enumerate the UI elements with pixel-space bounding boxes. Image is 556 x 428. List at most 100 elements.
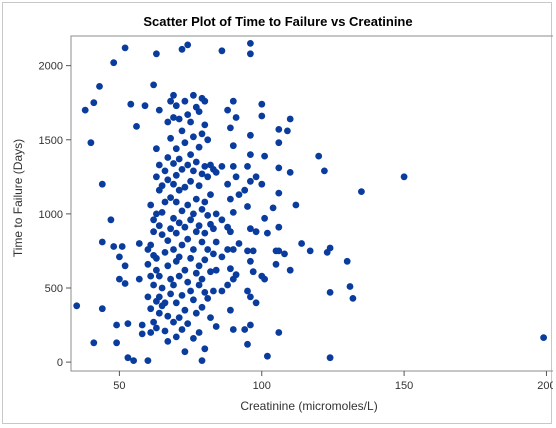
data-point bbox=[198, 206, 206, 213]
data-point bbox=[275, 139, 283, 147]
data-point bbox=[204, 136, 212, 144]
data-point bbox=[175, 219, 183, 227]
x-axis-ticks: 50 100 150 200 bbox=[113, 371, 553, 392]
data-point bbox=[178, 292, 186, 299]
data-point bbox=[184, 201, 192, 209]
data-point bbox=[161, 198, 169, 206]
data-point bbox=[172, 333, 180, 341]
data-point bbox=[195, 262, 203, 270]
data-point bbox=[190, 133, 197, 141]
data-point bbox=[201, 256, 209, 264]
data-point bbox=[229, 246, 237, 253]
data-point bbox=[170, 114, 177, 121]
data-point bbox=[315, 152, 323, 160]
data-point bbox=[207, 191, 214, 199]
data-point bbox=[261, 275, 268, 283]
data-point bbox=[155, 106, 163, 114]
data-point bbox=[135, 240, 143, 247]
y-tick-label: 500 bbox=[45, 283, 63, 295]
data-point bbox=[235, 191, 243, 199]
data-point bbox=[167, 134, 175, 142]
data-point bbox=[147, 329, 155, 336]
data-point bbox=[150, 281, 158, 289]
data-point bbox=[181, 223, 189, 231]
data-point bbox=[201, 163, 209, 170]
data-point bbox=[175, 253, 183, 261]
data-point bbox=[153, 210, 160, 218]
data-point bbox=[247, 293, 254, 301]
data-point bbox=[118, 243, 126, 250]
data-point bbox=[192, 269, 200, 277]
y-tick-label: 1500 bbox=[39, 135, 63, 147]
data-point bbox=[175, 155, 183, 163]
data-point bbox=[90, 99, 98, 107]
data-point bbox=[133, 123, 140, 130]
data-point bbox=[247, 40, 254, 47]
data-point bbox=[204, 246, 212, 253]
data-point bbox=[247, 151, 254, 159]
data-point bbox=[241, 186, 249, 194]
data-point bbox=[244, 203, 251, 210]
data-point bbox=[164, 237, 172, 245]
data-point bbox=[135, 275, 143, 283]
data-point bbox=[153, 266, 160, 274]
data-point bbox=[127, 100, 135, 108]
data-point bbox=[153, 173, 160, 181]
data-point bbox=[153, 254, 160, 262]
x-tick-label: 50 bbox=[113, 380, 125, 392]
data-point bbox=[130, 357, 137, 364]
data-point bbox=[141, 102, 149, 110]
data-point bbox=[298, 240, 305, 247]
data-point bbox=[247, 257, 254, 265]
data-point bbox=[124, 320, 132, 327]
data-point bbox=[192, 158, 200, 166]
data-point bbox=[164, 312, 172, 320]
data-point bbox=[167, 290, 175, 298]
data-point bbox=[258, 100, 266, 108]
data-point bbox=[150, 228, 158, 236]
data-point bbox=[178, 207, 186, 215]
data-point bbox=[244, 247, 251, 255]
data-point bbox=[201, 97, 209, 105]
data-point bbox=[540, 334, 547, 341]
data-point bbox=[90, 339, 98, 347]
data-point bbox=[164, 338, 172, 345]
data-point bbox=[155, 309, 163, 317]
data-point bbox=[204, 173, 212, 181]
data-point bbox=[147, 272, 155, 280]
data-point bbox=[227, 265, 234, 273]
data-point bbox=[252, 228, 260, 236]
data-point bbox=[195, 329, 203, 336]
data-point bbox=[164, 262, 172, 270]
data-point bbox=[158, 209, 166, 216]
data-point bbox=[172, 102, 180, 110]
data-point bbox=[158, 284, 166, 292]
data-point bbox=[224, 106, 232, 114]
data-point bbox=[195, 222, 203, 230]
data-point bbox=[272, 260, 280, 268]
data-point bbox=[349, 295, 357, 302]
data-point bbox=[184, 161, 192, 169]
data-point bbox=[275, 189, 283, 197]
data-point bbox=[192, 309, 200, 317]
data-point bbox=[161, 167, 169, 175]
data-point bbox=[218, 163, 226, 170]
data-point bbox=[190, 167, 197, 175]
data-point bbox=[73, 302, 81, 310]
data-point bbox=[98, 305, 106, 313]
data-point bbox=[153, 324, 160, 332]
data-point bbox=[286, 169, 294, 176]
data-point bbox=[400, 173, 408, 181]
data-point bbox=[326, 354, 334, 362]
data-point bbox=[147, 241, 155, 249]
data-point bbox=[121, 44, 129, 52]
data-point bbox=[184, 111, 192, 118]
data-point bbox=[107, 216, 115, 224]
data-point bbox=[164, 118, 172, 126]
data-point bbox=[275, 247, 283, 255]
data-point bbox=[110, 243, 118, 250]
data-point bbox=[170, 318, 177, 326]
data-point bbox=[275, 164, 283, 172]
data-point bbox=[161, 299, 169, 307]
data-point bbox=[210, 287, 217, 295]
